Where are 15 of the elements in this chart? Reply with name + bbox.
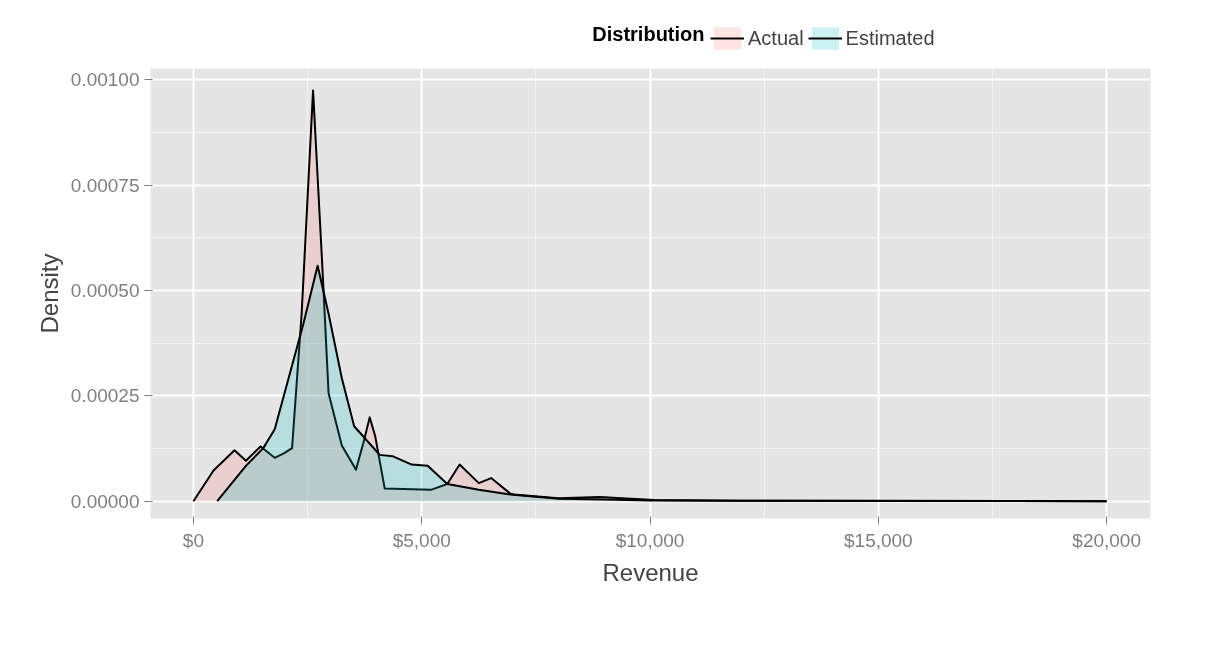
legend-title: Distribution: [592, 22, 705, 45]
x-tick-label: $0: [182, 529, 204, 551]
legend-label: Actual: [748, 26, 804, 50]
x-tick-label: $20,000: [1072, 529, 1142, 551]
x-tick-label: $10,000: [615, 529, 685, 551]
y-tick-label: 0.00075: [70, 174, 140, 196]
y-tick-label: 0.00100: [70, 69, 140, 91]
y-tick-label: 0.00050: [70, 280, 140, 302]
legend-label: Estimated: [845, 26, 935, 50]
x-axis-title: Revenue: [602, 558, 699, 586]
y-tick-label: 0.00025: [70, 385, 140, 407]
x-tick-label: $5,000: [392, 529, 451, 551]
y-axis-title: Density: [35, 253, 63, 334]
x-tick-label: $15,000: [844, 529, 913, 551]
y-tick-label: 0.00000: [70, 490, 140, 512]
